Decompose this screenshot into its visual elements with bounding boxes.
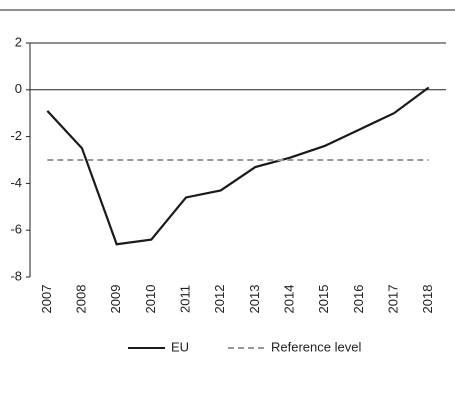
x-tick-label: 2014 [281, 285, 296, 314]
data-line [46, 86, 430, 246]
x-tick-label: 2017 [385, 285, 400, 314]
x-tick-label: 2016 [351, 285, 366, 314]
y-tick-label: -4 [10, 175, 22, 190]
x-tick-label: 2011 [177, 285, 192, 313]
y-tick-label: -6 [10, 222, 22, 237]
x-tick-label: 2012 [212, 285, 227, 314]
x-tick-label: 2009 [108, 285, 123, 314]
y-tick-label: -8 [10, 268, 22, 283]
legend-label: Reference level [271, 339, 361, 354]
x-tick-label: 2018 [420, 285, 435, 314]
y-tick-label: -2 [10, 128, 22, 143]
x-tick-label: 2007 [39, 285, 54, 314]
x-tick-label: 2013 [247, 285, 262, 314]
x-tick-label: 2010 [143, 285, 158, 314]
y-tick-label: 0 [15, 81, 22, 96]
x-tick-label: 2008 [73, 285, 88, 314]
y-tick-label: 2 [15, 34, 22, 49]
x-tick-label: 2015 [316, 285, 331, 314]
legend-label: EU [171, 339, 189, 354]
